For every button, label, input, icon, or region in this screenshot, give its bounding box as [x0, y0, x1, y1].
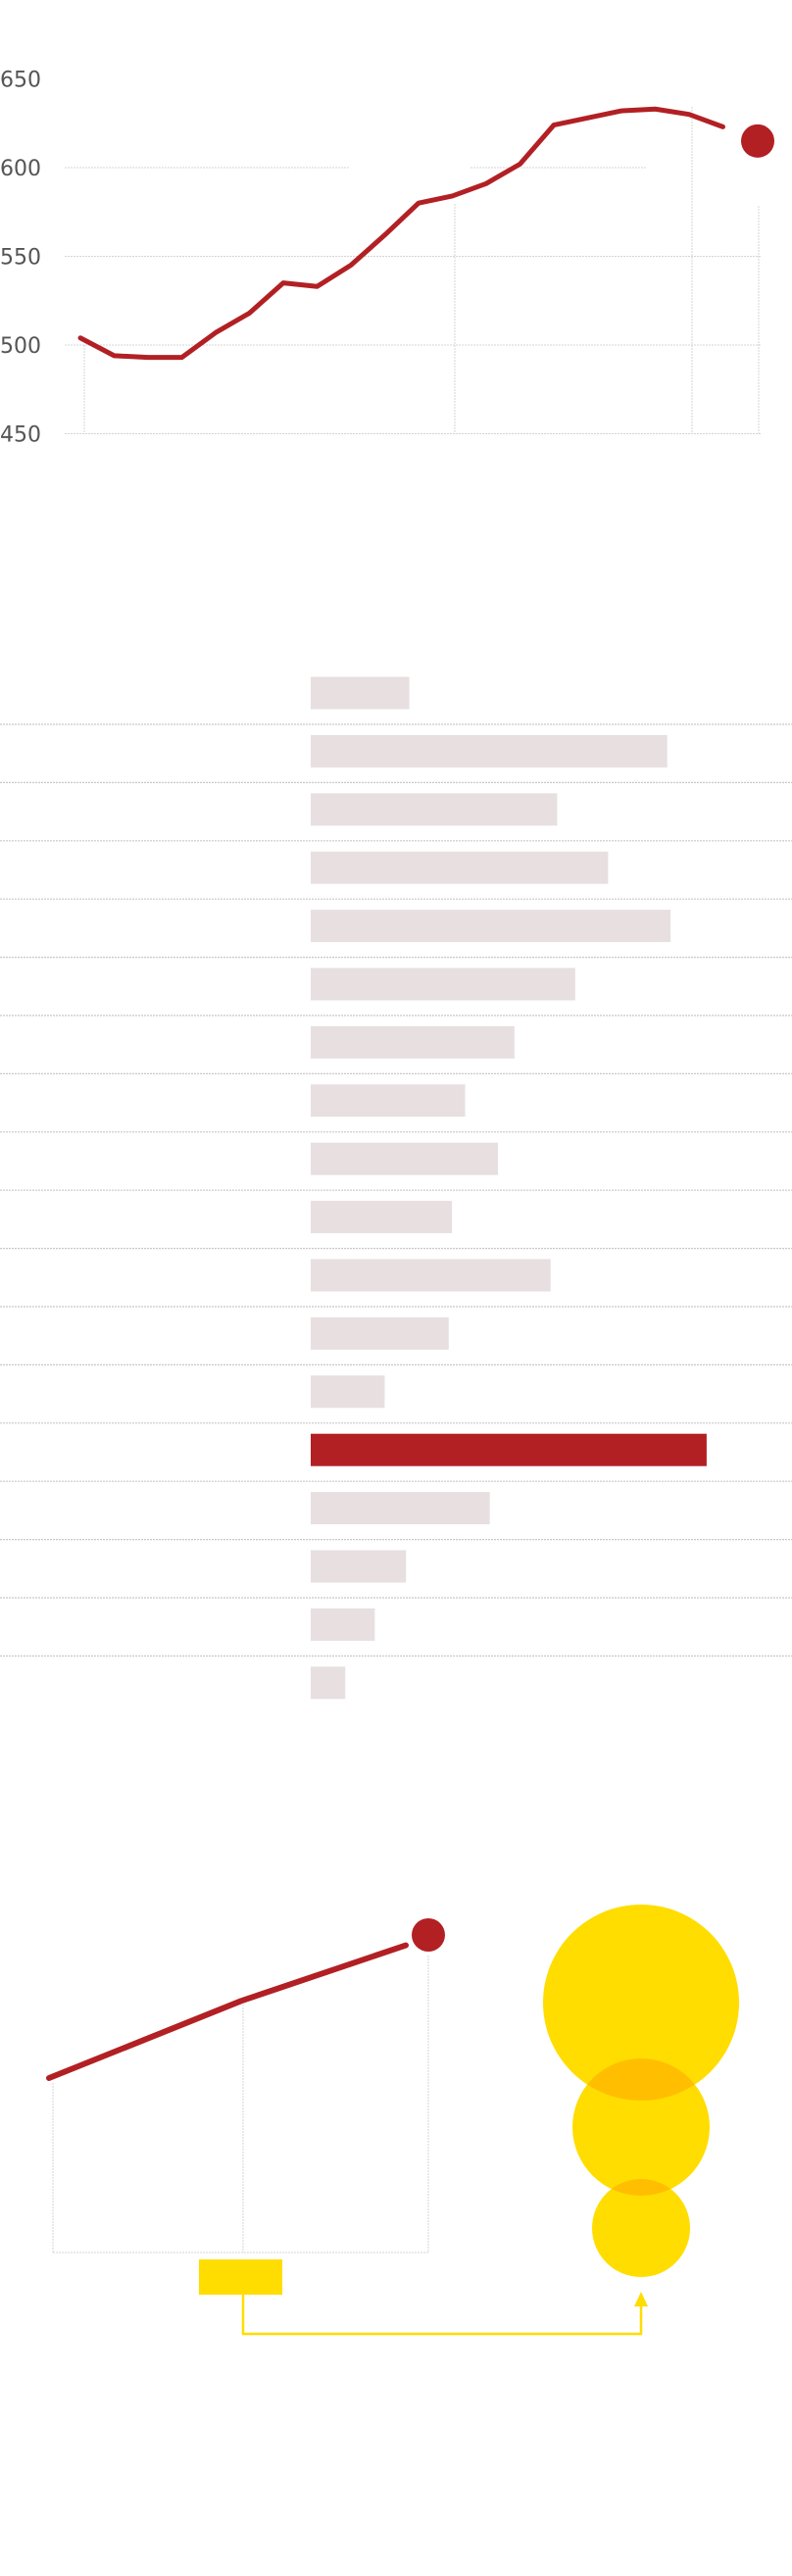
bar	[311, 967, 575, 1001]
y-tick-label: 550	[0, 246, 41, 271]
bar	[311, 910, 671, 943]
bar	[311, 734, 668, 768]
connector-line	[241, 2295, 643, 2336]
bubble	[592, 2179, 690, 2277]
bar	[311, 676, 410, 710]
bar	[311, 1608, 375, 1641]
bar	[311, 1492, 490, 1525]
y-tick-label: 500	[0, 334, 41, 359]
y-tick-label: 450	[0, 423, 41, 448]
arrowhead-icon	[634, 2292, 648, 2306]
bubble	[543, 1905, 739, 2101]
line-chart-top: 650 600 550 500 450	[0, 69, 777, 448]
bar	[311, 793, 558, 826]
bar	[311, 851, 609, 884]
bar	[311, 1025, 515, 1059]
series-line	[77, 106, 725, 361]
bar	[311, 1316, 449, 1350]
bubble-group	[543, 1905, 739, 2277]
bubble	[572, 2058, 710, 2196]
y-tick-label: 600	[0, 157, 41, 181]
annotation-box	[199, 2259, 282, 2295]
bar	[311, 1142, 499, 1175]
bar	[311, 1084, 466, 1117]
y-tick-label: 650	[0, 69, 41, 93]
last-point-marker	[741, 124, 774, 158]
bar-chart	[0, 676, 792, 1700]
bar	[311, 1550, 407, 1583]
line-chart-bottom	[46, 1918, 648, 2336]
bar	[311, 1433, 707, 1466]
bar	[311, 1259, 551, 1292]
bar	[311, 1666, 346, 1700]
bar	[311, 1375, 385, 1409]
series-line	[46, 1942, 409, 2081]
bar	[311, 1201, 453, 1234]
last-point-marker	[412, 1918, 445, 1952]
